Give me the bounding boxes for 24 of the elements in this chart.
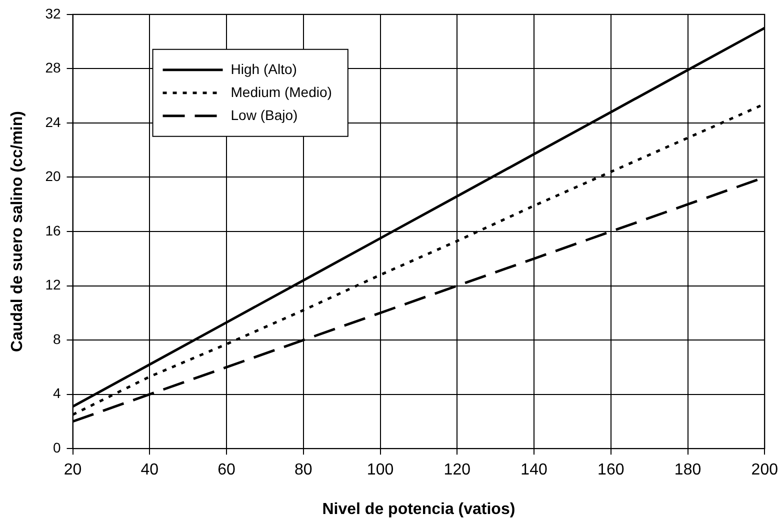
y-tick-label: 4 [52, 385, 61, 402]
x-tick-label: 100 [366, 462, 394, 479]
y-tick-label: 20 [45, 168, 61, 184]
x-tick-label: 160 [598, 462, 624, 479]
y-tick-label: 12 [45, 276, 61, 293]
x-tick-label: 120 [444, 462, 471, 479]
x-tick-label: 20 [64, 462, 82, 479]
x-tick-label: 80 [294, 462, 312, 479]
y-tick-label: 32 [45, 5, 61, 22]
x-tick-label: 40 [140, 462, 159, 479]
y-axis-title: Caudal de suero salino (cc/min) [9, 111, 26, 352]
x-tick-label: 60 [218, 462, 236, 479]
y-tick-label: 24 [45, 114, 61, 130]
x-tick-label: 200 [751, 462, 778, 479]
y-tick-label: 16 [45, 222, 61, 238]
x-tick-label: 140 [520, 462, 548, 479]
y-tick-label: 8 [52, 330, 61, 347]
y-tick-label: 0 [52, 439, 61, 456]
legend-label: Low (Bajo) [230, 106, 298, 123]
y-tick-label: 28 [45, 60, 61, 76]
x-tick-label: 180 [674, 462, 702, 479]
legend-label: High (Alto) [230, 60, 297, 77]
legend-label: Medium (Medio) [230, 84, 332, 100]
x-axis-title: Nivel de potencia (vatios) [322, 500, 516, 518]
